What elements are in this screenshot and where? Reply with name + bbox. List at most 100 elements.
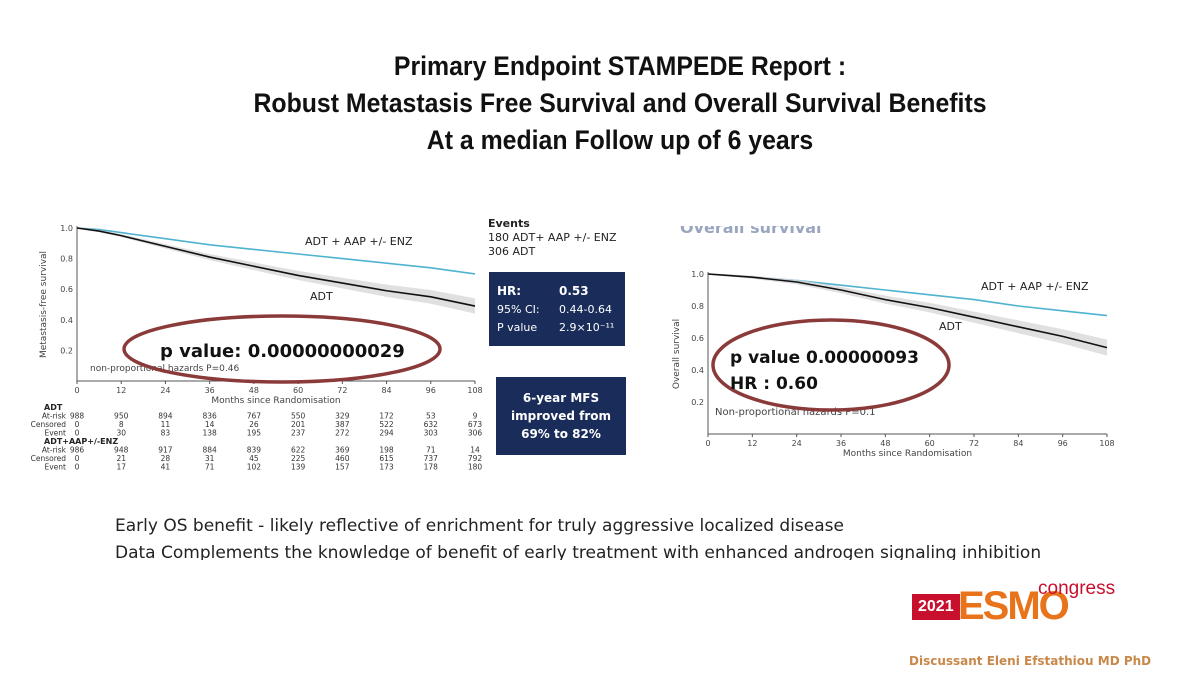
x-tick-label: 48 — [880, 439, 890, 448]
risk-cell: 138 — [203, 429, 218, 438]
risk-cell: 83 — [161, 429, 171, 438]
risk-cell: 21 — [116, 454, 126, 463]
x-tick-label: 24 — [160, 386, 170, 395]
p-value-annotation: p value: 0.00000000029 — [160, 341, 405, 362]
adt-survival-line — [76, 227, 476, 307]
p-value-ellipse — [122, 314, 442, 384]
x-tick-label: 12 — [116, 386, 126, 395]
risk-cell: 195 — [247, 429, 262, 438]
risk-cell: 0 — [75, 454, 80, 463]
x-tick-label: 48 — [249, 386, 259, 395]
legend-combo-label: ADT + AAP +/- ENZ — [981, 280, 1089, 293]
y-tick-label: 0.4 — [60, 316, 73, 325]
events-summary: Events 180 ADT+ AAP +/- ENZ 306 ADT — [488, 217, 617, 259]
risk-cell: 917 — [158, 446, 173, 455]
non-proportional-note: non-proportional hazards P=0.46 — [90, 364, 239, 374]
legend-adt-label: ADT — [939, 320, 962, 333]
y-tick-label: 0.4 — [691, 366, 704, 375]
y-axis-label: Metastasis-free survival — [39, 251, 49, 358]
risk-cell: 737 — [424, 454, 439, 463]
bullet-data-complements: Data Complements the knowledge of benefi… — [115, 543, 1042, 560]
x-tick-label: 72 — [337, 386, 347, 395]
x-tick-label: 24 — [792, 439, 802, 448]
risk-cell: 632 — [424, 420, 439, 429]
risk-cell: 329 — [335, 412, 350, 421]
x-tick-label: 12 — [747, 439, 757, 448]
events-heading: Events — [488, 217, 530, 230]
risk-cell: 14 — [205, 420, 215, 429]
x-axis-label: Months since Randomisation — [843, 449, 972, 459]
esmo-year: 2021 — [912, 594, 960, 620]
risk-group-name: ADT — [44, 403, 63, 412]
risk-group-name: ADT+AAP+/-ENZ — [44, 437, 118, 446]
risk-cell: 178 — [424, 463, 439, 472]
x-tick-label: 96 — [426, 386, 436, 395]
esmo-logo: 2021 ESMO congress — [912, 578, 1122, 634]
hr-annotation: HR : 0.60 — [730, 374, 818, 394]
risk-cell: 550 — [291, 412, 306, 421]
y-tick-label: 0.8 — [691, 302, 704, 311]
risk-cell: 306 — [468, 429, 483, 438]
y-tick-label: 0.2 — [60, 346, 73, 355]
mfs-improvement-box: 6-year MFS improved from 69% to 82% — [496, 377, 626, 455]
legend-adt-label: ADT — [310, 290, 333, 303]
os-faded-title: Overall survival — [680, 226, 840, 242]
legend-combo-label: ADT + AAP +/- ENZ — [305, 235, 413, 248]
x-tick-label: 72 — [969, 439, 979, 448]
risk-row-label: Censored — [31, 454, 67, 463]
discussant-credit: Discussant Eleni Efstathiou MD PhD — [909, 654, 1152, 668]
risk-cell: 839 — [247, 446, 262, 455]
risk-cell: 102 — [247, 463, 262, 472]
x-tick-label: 108 — [1099, 439, 1114, 448]
risk-cell: 45 — [249, 454, 259, 463]
mfs-line2: improved from — [511, 409, 611, 423]
y-axis-label: Overall survival — [672, 319, 682, 389]
x-tick-label: 108 — [467, 386, 482, 395]
ci-value: 0.44-0.64 — [559, 302, 612, 316]
slide-title-line3: At a median Follow up of 6 years — [426, 125, 814, 155]
x-tick-label: 84 — [381, 386, 391, 395]
x-tick-label: 84 — [1013, 439, 1023, 448]
x-tick-label: 96 — [1058, 439, 1068, 448]
risk-row-label: At-risk — [42, 446, 67, 455]
risk-cell: 950 — [114, 412, 129, 421]
ci-label: 95% CI: — [497, 302, 540, 316]
x-tick-label: 0 — [705, 439, 710, 448]
risk-cell: 225 — [291, 454, 306, 463]
esmo-congress: congress — [1038, 578, 1116, 599]
y-tick-label: 1.0 — [60, 224, 73, 233]
risk-cell: 615 — [379, 454, 394, 463]
hr-label: HR: — [497, 284, 522, 298]
risk-cell: 17 — [116, 463, 126, 472]
risk-cell: 198 — [379, 446, 394, 455]
risk-cell: 622 — [291, 446, 306, 455]
risk-cell: 30 — [116, 429, 126, 438]
risk-cell: 173 — [379, 463, 394, 472]
slide-title-line2: Robust Metastasis Free Survival and Over… — [253, 88, 987, 118]
p-label: P value — [497, 320, 538, 334]
risk-cell: 836 — [203, 412, 218, 421]
hr-value: 0.53 — [559, 284, 589, 298]
x-tick-label: 36 — [836, 439, 846, 448]
risk-cell: 237 — [291, 429, 306, 438]
risk-cell: 948 — [114, 446, 129, 455]
risk-cell: 767 — [247, 412, 262, 421]
x-tick-label: 36 — [205, 386, 215, 395]
risk-cell: 673 — [468, 420, 483, 429]
risk-cell: 14 — [470, 446, 480, 455]
risk-cell: 172 — [379, 412, 394, 421]
risk-row-label: Censored — [31, 420, 67, 429]
risk-cell: 986 — [70, 446, 85, 455]
events-adt: 306 ADT — [488, 245, 536, 258]
x-tick-label: 0 — [74, 386, 79, 395]
risk-cell: 71 — [205, 463, 215, 472]
adt-survival-line — [707, 273, 1108, 349]
risk-cell: 53 — [426, 412, 436, 421]
events-combo: 180 ADT+ AAP +/- ENZ — [488, 231, 617, 244]
p-value-ellipse — [711, 318, 951, 412]
hazard-ratio-box: HR: 0.53 95% CI: 0.44-0.64 P value 2.9×10⁻¹… — [489, 272, 625, 346]
os-faded-title-text: Overall survival — [680, 226, 822, 237]
risk-cell: 41 — [161, 463, 171, 472]
risk-row-label: At-risk — [42, 412, 67, 421]
esmo-wordmark: ESMO — [958, 584, 1070, 628]
